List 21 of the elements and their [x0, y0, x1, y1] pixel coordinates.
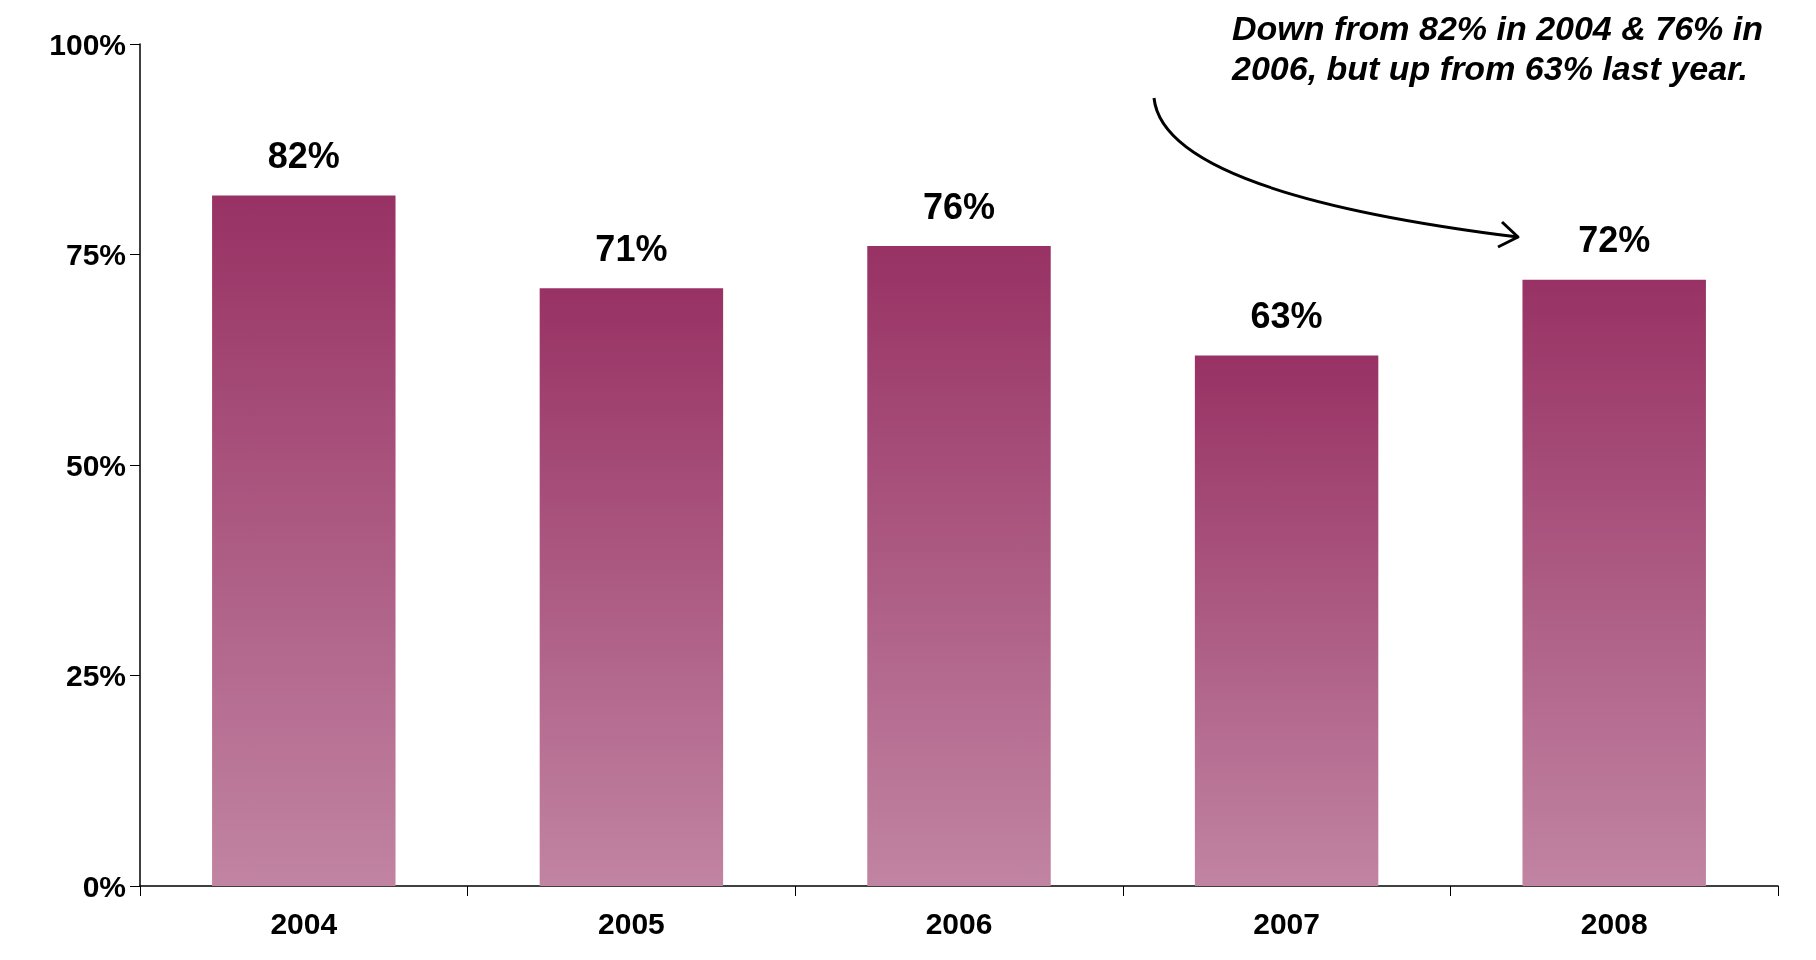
y-tick-label: 75% [65, 238, 126, 271]
bar [539, 288, 724, 886]
y-tick-label: 50% [65, 448, 126, 482]
x-tick-label: 2006 [925, 906, 993, 940]
bar [1522, 279, 1706, 886]
data-label: 76% [922, 185, 996, 227]
data-label: 72% [1578, 219, 1651, 261]
x-tick-label: 2004 [270, 906, 338, 940]
x-tick-label: 2007 [1253, 906, 1320, 940]
x-tick-label: 2005 [598, 906, 665, 940]
y-tick-label: 25% [65, 659, 126, 692]
x-tick-label: 2008 [1580, 906, 1648, 940]
bar [212, 195, 396, 886]
bar [867, 246, 1051, 886]
y-tick-label: 100% [49, 27, 126, 61]
bar [1194, 355, 1379, 886]
y-tick-label: 0% [82, 869, 126, 903]
data-label: 71% [595, 227, 668, 269]
data-label: 63% [1250, 295, 1323, 337]
annotation: Down from 82% in 2004 & 76% in 2006, but up from 63% last year. [1231, 9, 1773, 87]
data-label: 82% [267, 135, 340, 177]
